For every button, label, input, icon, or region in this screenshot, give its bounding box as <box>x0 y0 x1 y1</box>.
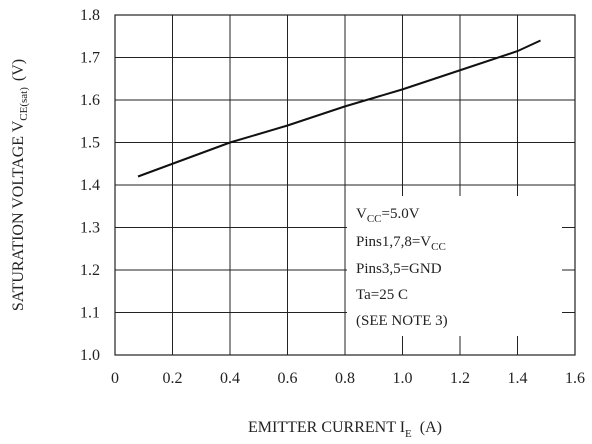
y-tick-label: 1.2 <box>80 262 100 279</box>
notes: VCC=5.0V Pins1,7,8=VCC Pins3,5=GND Ta=25 C (… <box>356 206 448 329</box>
note-line: (SEE NOTE 3) <box>356 313 448 329</box>
x-tick-label: 1.6 <box>565 370 585 387</box>
x-axis-label: EMITTER CURRENT IE (A) <box>248 419 442 440</box>
x-tick-label: 0.8 <box>335 370 355 387</box>
x-tick-label: 0 <box>111 370 119 387</box>
note-line: Pins1,7,8=VCC <box>356 234 446 253</box>
tick-labels: 0 0.2 0.4 0.6 0.8 1.0 1.2 1.4 1.6 1.0 1.1 1.2 1.3 1.4… <box>80 7 585 387</box>
y-tick-label: 1.0 <box>80 347 100 364</box>
note-line: VCC=5.0V <box>356 206 420 225</box>
x-tick-label: 1.2 <box>450 370 470 387</box>
x-tick-label: 1.0 <box>393 370 413 387</box>
series-line <box>137 39 541 178</box>
y-tick-label: 1.6 <box>80 92 100 109</box>
y-tick-label: 1.4 <box>80 177 100 194</box>
y-axis-label-main: SATURATION VOLTAGE V <box>10 120 27 311</box>
series-group <box>137 39 541 178</box>
x-tick-label: 0.2 <box>163 370 183 387</box>
x-tick-label: 0.4 <box>220 370 240 387</box>
note-box <box>347 196 562 336</box>
x-axis-label-main: EMITTER CURRENT I <box>248 419 405 436</box>
y-tick-label: 1.7 <box>80 50 100 67</box>
x-tick-label: 0.6 <box>278 370 298 387</box>
x-axis-label-unit: (A) <box>420 419 442 436</box>
note-line: Pins3,5=GND <box>356 261 442 277</box>
note-line: Ta=25 C <box>356 287 408 303</box>
y-tick-label: 1.1 <box>80 305 100 322</box>
x-axis-label-sub: E <box>405 428 412 440</box>
y-tick-label: 1.5 <box>80 135 100 152</box>
y-tick-label: 1.8 <box>80 7 100 24</box>
y-axis-label-sub: CE(sat) <box>18 87 30 121</box>
y-axis-label-unit: (V) <box>10 59 27 81</box>
x-tick-label: 1.4 <box>508 370 528 387</box>
y-tick-label: 1.3 <box>80 220 100 237</box>
y-axis-label: SATURATION VOLTAGE VCE(sat) (V) <box>10 59 30 311</box>
plot-frame <box>114 14 576 356</box>
